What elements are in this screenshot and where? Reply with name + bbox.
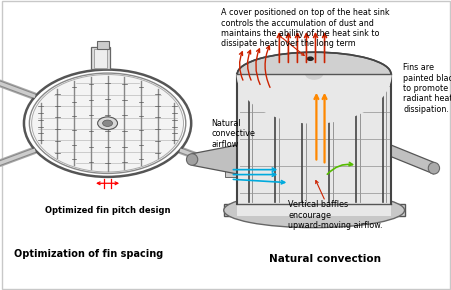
Circle shape <box>306 56 313 61</box>
Circle shape <box>97 117 117 130</box>
Text: Natural
convective
airflow: Natural convective airflow <box>211 119 255 149</box>
Text: Natural convection: Natural convection <box>269 255 381 264</box>
Bar <box>237 74 390 216</box>
Bar <box>93 49 107 68</box>
Bar <box>97 41 109 49</box>
Text: Optimized fin pitch design: Optimized fin pitch design <box>45 206 170 215</box>
Text: Fins are
painted black
to promote
radiant heat
dissipation.: Fins are painted black to promote radian… <box>402 63 451 114</box>
Wedge shape <box>236 74 391 124</box>
Polygon shape <box>223 204 404 216</box>
Polygon shape <box>390 145 433 174</box>
Text: Vertical baffles
encourage
upward-moving airflow.: Vertical baffles encourage upward-moving… <box>288 200 382 230</box>
Circle shape <box>102 120 112 126</box>
Ellipse shape <box>237 52 390 96</box>
Circle shape <box>32 75 183 172</box>
Text: A cover positioned on top of the heat sink
controls the accumulation of dust and: A cover positioned on top of the heat si… <box>220 8 388 48</box>
Ellipse shape <box>186 154 198 165</box>
Polygon shape <box>192 145 237 174</box>
Text: Optimization of fin spacing: Optimization of fin spacing <box>14 249 162 259</box>
Ellipse shape <box>428 162 438 174</box>
FancyBboxPatch shape <box>224 161 237 177</box>
Bar <box>91 47 110 69</box>
Ellipse shape <box>223 193 404 228</box>
